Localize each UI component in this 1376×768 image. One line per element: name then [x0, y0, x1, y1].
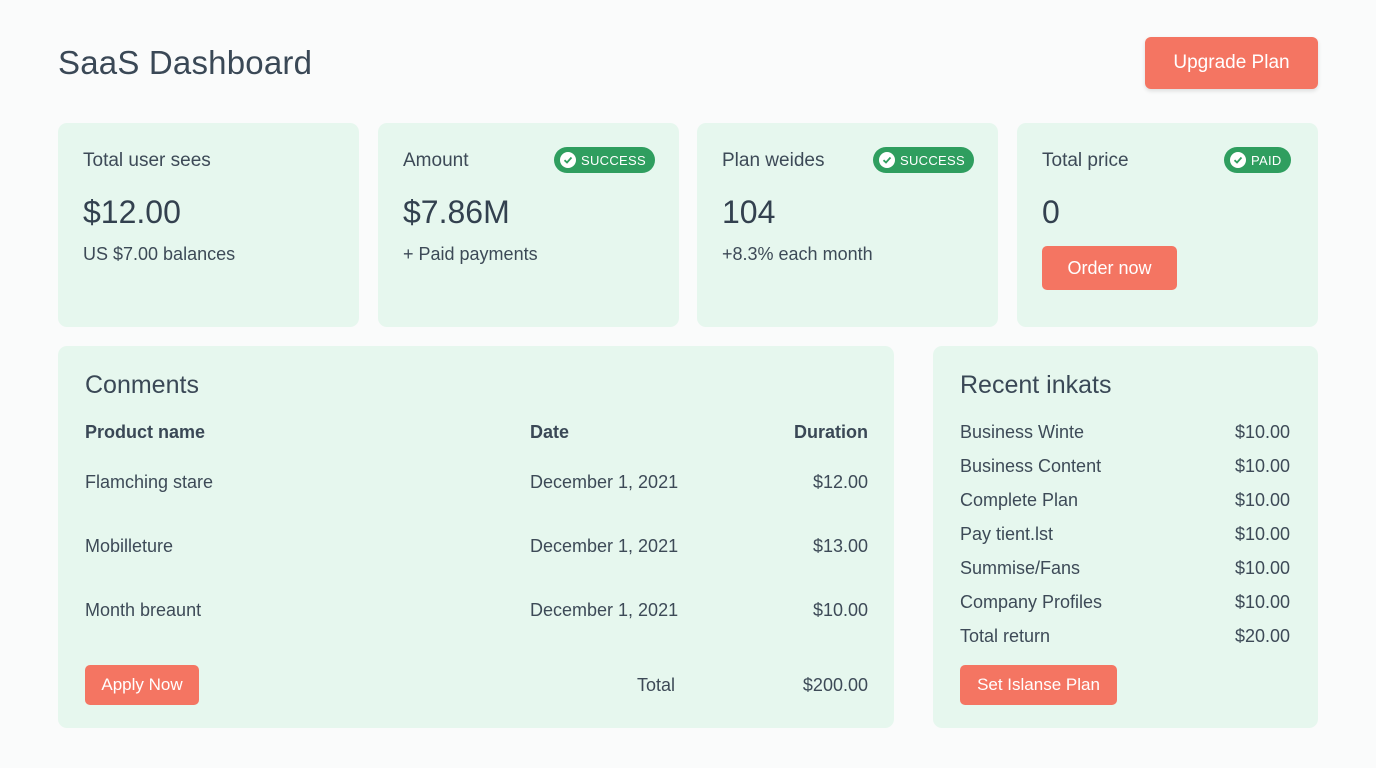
- row-amount: $12.00: [812, 472, 868, 492]
- column-header-date: Date: [530, 422, 570, 442]
- item-amount: $10.00: [1234, 524, 1290, 544]
- page-title: SaaS Dashboard: [58, 44, 313, 81]
- stat-label: Total user sees: [83, 150, 211, 171]
- list-item[interactable]: Pay tient.lst $10.00: [960, 524, 1290, 548]
- column-header-product: Product name: [85, 422, 206, 442]
- stat-value: 0: [1042, 194, 1060, 230]
- row-amount: $10.00: [812, 600, 868, 620]
- item-name: Total return: [960, 626, 1051, 646]
- stat-value: 104: [722, 194, 776, 230]
- stat-value: $7.86M: [403, 194, 510, 230]
- order-now-button[interactable]: Order now: [1042, 246, 1177, 290]
- stat-card-amount: Amount SUCCESS $7.86M + Paid payments: [378, 123, 679, 327]
- stat-value: $12.00: [83, 194, 181, 230]
- stat-subtext: +8.3% each month: [722, 244, 873, 264]
- list-item[interactable]: Total return $20.00: [960, 626, 1290, 650]
- item-amount: $10.00: [1234, 490, 1290, 510]
- panel-title: Conments: [85, 371, 199, 399]
- recent-panel: Recent inkats Business Winte $10.00 Busi…: [933, 346, 1318, 728]
- item-name: Company Profiles: [960, 592, 1103, 612]
- row-date: December 1, 2021: [530, 472, 679, 492]
- list-item[interactable]: Complete Plan $10.00: [960, 490, 1290, 514]
- item-amount: $10.00: [1234, 422, 1290, 442]
- list-item[interactable]: Summise/Fans $10.00: [960, 558, 1290, 582]
- badge-label: PAID: [1251, 152, 1282, 168]
- stat-label: Amount: [403, 150, 469, 171]
- item-name: Pay tient.lst: [960, 524, 1054, 544]
- item-amount: $20.00: [1234, 626, 1290, 646]
- list-item[interactable]: Business Winte $10.00: [960, 422, 1290, 446]
- list-item[interactable]: Company Profiles $10.00: [960, 592, 1290, 616]
- status-badge: SUCCESS: [554, 147, 655, 173]
- stat-subtext: US $7.00 balances: [83, 244, 236, 264]
- stat-subtext: + Paid payments: [403, 244, 538, 264]
- stat-card-total-user: Total user sees $12.00 US $7.00 balances: [58, 123, 359, 327]
- list-item[interactable]: Business Content $10.00: [960, 456, 1290, 480]
- upgrade-plan-button[interactable]: Upgrade Plan: [1145, 37, 1318, 89]
- item-amount: $10.00: [1234, 456, 1290, 476]
- item-name: Complete Plan: [960, 490, 1079, 510]
- item-name: Business Winte: [960, 422, 1085, 442]
- row-date: December 1, 2021: [530, 600, 679, 620]
- item-amount: $10.00: [1234, 592, 1290, 612]
- set-plan-button[interactable]: Set Islanse Plan: [960, 665, 1117, 705]
- stat-card-total-price: Total price PAID 0 Order now: [1017, 123, 1318, 327]
- row-amount: $13.00: [812, 536, 868, 556]
- product-name: Month breaunt: [85, 600, 202, 620]
- item-name: Summise/Fans: [960, 558, 1081, 578]
- comments-panel: Conments Product name Date Duration Flam…: [58, 346, 894, 728]
- panel-title: Recent inkats: [960, 371, 1112, 399]
- total-value: $200.00: [802, 675, 868, 695]
- check-circle-icon: [879, 152, 895, 168]
- stat-label: Total price: [1042, 150, 1129, 171]
- status-badge: PAID: [1224, 147, 1291, 173]
- item-amount: $10.00: [1234, 558, 1290, 578]
- row-date: December 1, 2021: [530, 536, 679, 556]
- stat-label: Plan weides: [722, 150, 825, 171]
- total-label: Total: [637, 675, 676, 695]
- badge-label: SUCCESS: [900, 152, 965, 168]
- column-header-duration: Duration: [794, 422, 868, 442]
- check-circle-icon: [1230, 152, 1246, 168]
- check-circle-icon: [560, 152, 576, 168]
- stat-card-plan: Plan weides SUCCESS 104 +8.3% each month: [697, 123, 998, 327]
- apply-now-button[interactable]: Apply Now: [85, 665, 199, 705]
- product-name: Mobilleture: [85, 536, 174, 556]
- product-name: Flamching stare: [85, 472, 214, 492]
- item-name: Business Content: [960, 456, 1102, 476]
- badge-label: SUCCESS: [581, 152, 646, 168]
- status-badge: SUCCESS: [873, 147, 974, 173]
